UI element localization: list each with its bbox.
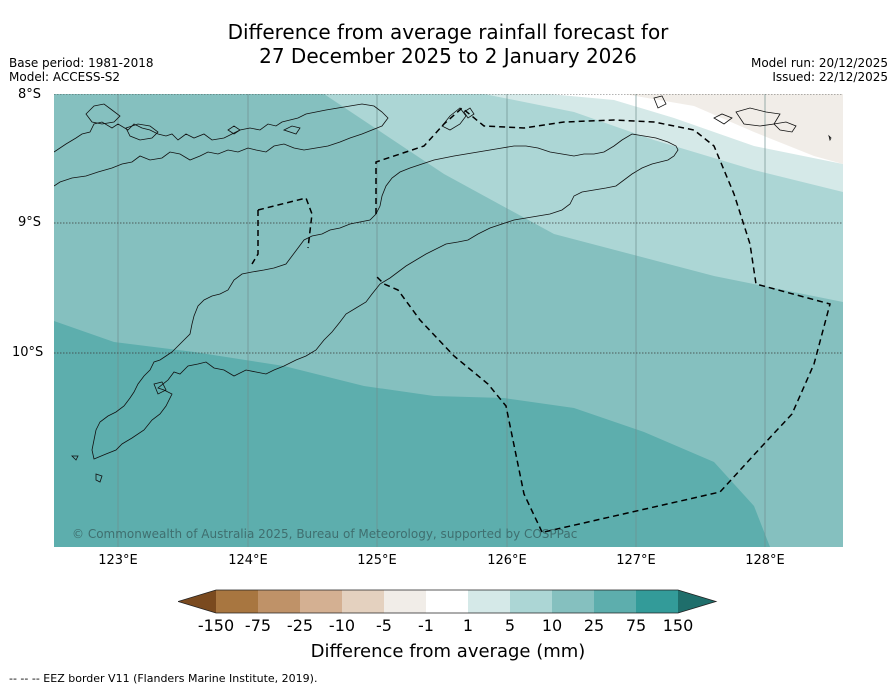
base-model-info: Base period: 1981-2018 Model: ACCESS-S2: [9, 56, 154, 84]
colorbar-segment: [384, 590, 426, 613]
lon-label-127e: 127°E: [616, 553, 656, 568]
colorbar: [178, 589, 718, 614]
colorbar-extend-low: [178, 590, 216, 613]
map-title: Difference from average rainfall forecas…: [0, 20, 896, 68]
base-period-text: Base period: 1981-2018: [9, 56, 154, 70]
colorbar-outline: [178, 589, 718, 614]
colorbar-tick: 150: [662, 616, 694, 635]
eez-border: [251, 107, 831, 533]
model-text: Model: ACCESS-S2: [9, 70, 121, 84]
colorbar-segment: [636, 590, 678, 613]
colorbar-segment: [552, 590, 594, 613]
colorbar-tick: -75: [244, 616, 272, 635]
issued-text: Issued: 22/12/2025: [772, 70, 888, 84]
copyright-notice: © Commonwealth of Australia 2025, Bureau…: [72, 527, 578, 541]
colorbar-tick: 1: [462, 616, 474, 635]
colorbar-segment: [342, 590, 384, 613]
colorbar-segment: [300, 590, 342, 613]
lat-label-9s: 9°S: [18, 215, 42, 230]
band-75-to-150: [54, 321, 770, 547]
title-line-2: 27 December 2025 to 2 January 2026: [259, 44, 637, 68]
colorbar-tick: 75: [625, 616, 647, 635]
colorbar-segment: [594, 590, 636, 613]
colorbar-tick: -150: [197, 616, 235, 635]
rainfall-map: [54, 94, 843, 547]
colorbar-segment: [216, 590, 258, 613]
graticule: [117, 94, 766, 547]
colorbar-segment: [468, 590, 510, 613]
title-line-1: Difference from average rainfall forecas…: [227, 20, 669, 44]
lat-label-10s: 10°S: [12, 345, 44, 360]
colorbar-extend-high: [678, 590, 716, 613]
eez-footnote: -- -- -- EEZ border V11 (Flanders Marine…: [9, 672, 318, 685]
model-run-text: Model run: 20/12/2025: [750, 56, 888, 70]
lon-label-123e: 123°E: [98, 553, 138, 568]
colorbar-tick: 5: [504, 616, 516, 635]
band-minus5-to-minus1: [624, 94, 843, 164]
colorbar-title: Difference from average (mm): [310, 641, 586, 662]
colorbar-segment: [426, 590, 468, 613]
lon-label-124e: 124°E: [228, 553, 268, 568]
colorbar-tick: -1: [418, 616, 434, 635]
colorbar-tick: -10: [328, 616, 356, 635]
coastlines: [54, 95, 832, 483]
colorbar-tick: 25: [583, 616, 605, 635]
colorbar-segment: [258, 590, 300, 613]
latitude-lines: [54, 94, 843, 354]
lon-label-128e: 128°E: [745, 553, 785, 568]
colorbar-segment: [510, 590, 552, 613]
colorbar-tick: -25: [286, 616, 314, 635]
lon-label-126e: 126°E: [487, 553, 527, 568]
lon-label-125e: 125°E: [357, 553, 397, 568]
colorbar-tick: -5: [376, 616, 392, 635]
run-issue-info: Model run: 20/12/2025 Issued: 22/12/2025: [751, 56, 888, 84]
lat-label-8s: 8°S: [18, 87, 42, 102]
colorbar-tick: 10: [541, 616, 563, 635]
